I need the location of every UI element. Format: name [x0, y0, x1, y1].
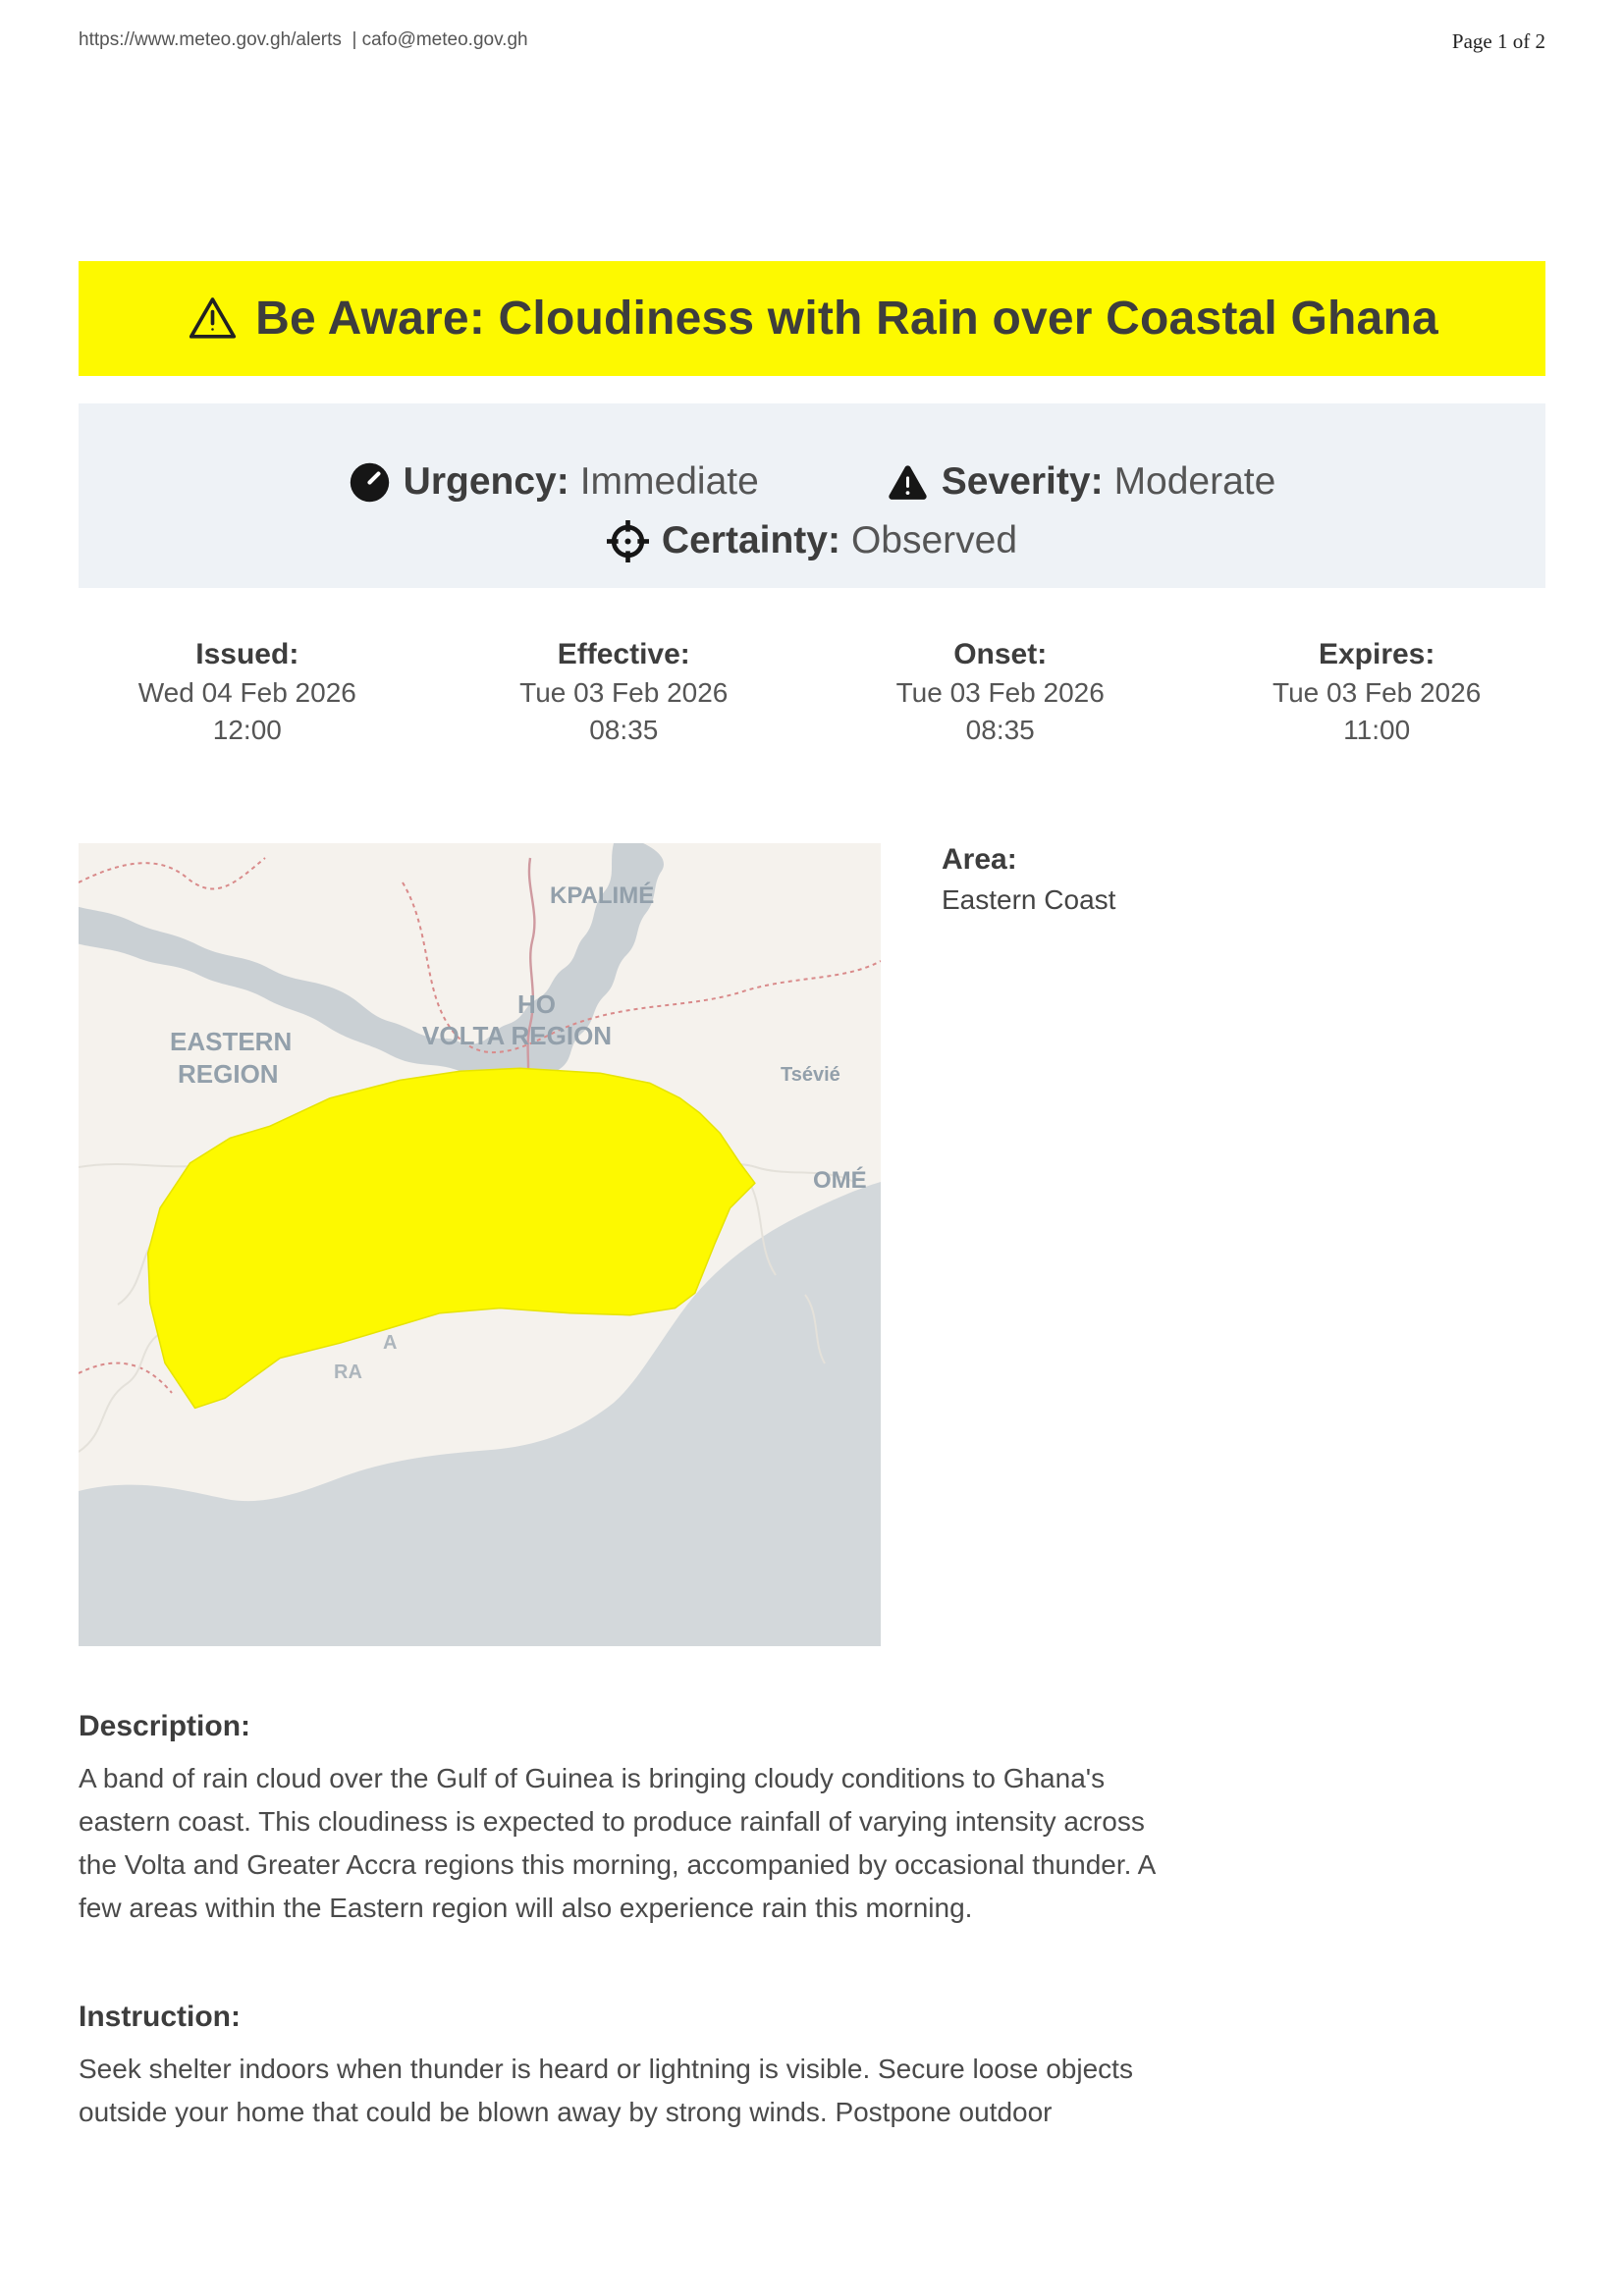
svg-text:RA: RA: [334, 1362, 362, 1383]
svg-text:REGION: REGION: [178, 1059, 279, 1089]
svg-text:VOLTA REGION: VOLTA REGION: [422, 1021, 612, 1050]
svg-text:OMÉ: OMÉ: [813, 1166, 867, 1194]
svg-text:Tsévié: Tsévié: [781, 1064, 840, 1086]
svg-text:KPALIMÉ: KPALIMÉ: [550, 881, 654, 909]
svg-text:HO: HO: [517, 989, 556, 1019]
svg-text:EASTERN: EASTERN: [170, 1027, 292, 1056]
svg-text:A: A: [383, 1332, 397, 1354]
